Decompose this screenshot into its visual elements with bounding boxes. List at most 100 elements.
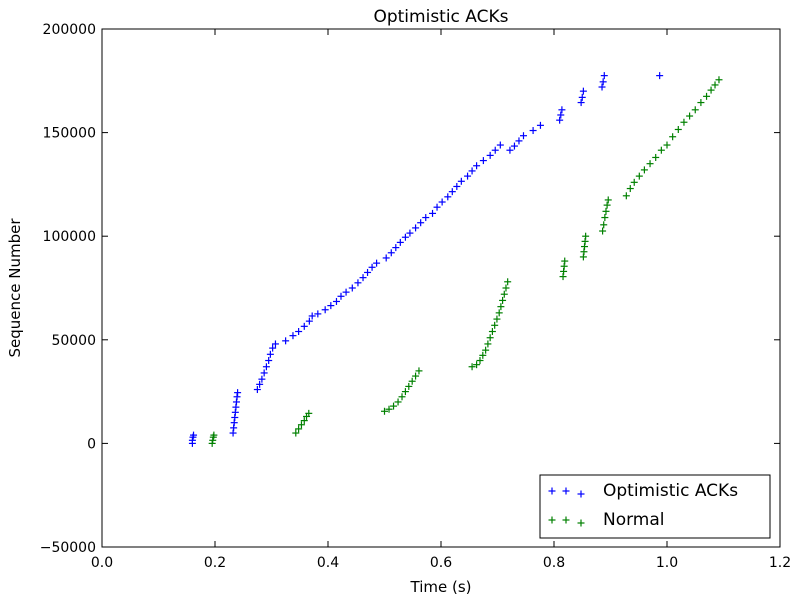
data-point	[234, 389, 242, 397]
data-point	[417, 219, 425, 227]
data-point	[557, 111, 565, 119]
data-point	[510, 142, 518, 150]
y-tick-label: −50000	[40, 540, 96, 556]
data-point	[444, 193, 452, 201]
data-point	[476, 357, 484, 365]
data-point	[473, 162, 481, 170]
data-point	[390, 402, 398, 410]
data-point	[368, 263, 376, 271]
data-point	[499, 296, 507, 304]
data-point	[497, 303, 505, 311]
data-point	[622, 192, 630, 200]
data-point	[305, 409, 313, 417]
data-point	[577, 99, 585, 107]
data-point	[392, 244, 400, 252]
data-point	[266, 350, 274, 358]
data-point	[496, 141, 504, 149]
data-point	[652, 153, 660, 161]
data-point	[558, 106, 566, 114]
x-tick-label: 0.2	[204, 555, 226, 571]
data-point	[536, 121, 544, 129]
data-point	[258, 375, 266, 383]
data-point	[354, 279, 362, 287]
data-point	[292, 429, 300, 437]
data-point	[337, 292, 345, 300]
data-point	[473, 361, 481, 369]
data-point	[519, 132, 527, 140]
data-point	[600, 221, 608, 229]
data-point	[448, 188, 456, 196]
data-point	[529, 127, 537, 135]
data-point	[265, 357, 273, 365]
data-point	[289, 332, 297, 340]
data-point	[438, 198, 446, 206]
data-point	[486, 334, 494, 342]
y-tick-label: 150000	[43, 126, 96, 142]
data-point	[635, 172, 643, 180]
legend-marker-point	[577, 490, 585, 498]
data-point	[468, 363, 476, 371]
data-point	[468, 167, 476, 175]
data-point	[502, 284, 510, 292]
data-point	[373, 259, 381, 267]
data-point	[429, 209, 437, 217]
data-point	[626, 185, 634, 193]
data-point	[604, 196, 612, 204]
data-point	[262, 363, 270, 371]
x-axis-ticks: 0.0 0.2 0.4 0.6 0.8 1.0 1.2	[91, 29, 791, 571]
data-point	[305, 317, 313, 325]
data-point	[453, 182, 461, 190]
data-point	[486, 151, 494, 159]
series-optimistic-acks	[188, 72, 664, 447]
y-tick-label: 200000	[43, 22, 96, 38]
chart-title: Optimistic ACKs	[373, 7, 508, 27]
data-point	[398, 393, 406, 401]
legend-marker-point	[548, 516, 556, 524]
x-tick-label: 0.4	[317, 555, 339, 571]
legend-marker-point	[562, 487, 570, 495]
data-point	[484, 340, 492, 348]
legend-marker-normal	[548, 516, 585, 527]
data-point	[314, 310, 322, 318]
data-point	[364, 268, 372, 276]
data-point	[412, 224, 420, 232]
data-point	[321, 306, 329, 314]
y-tick-label: 100000	[43, 229, 96, 245]
data-point	[422, 214, 430, 222]
data-point	[715, 76, 723, 84]
data-point	[387, 249, 395, 257]
data-point	[300, 417, 308, 425]
data-point	[297, 421, 305, 429]
data-points	[188, 72, 723, 447]
x-tick-label: 0.0	[91, 555, 113, 571]
data-point	[382, 254, 390, 262]
data-point	[630, 178, 638, 186]
data-point	[408, 377, 416, 385]
data-point	[579, 87, 587, 95]
data-point	[603, 201, 611, 209]
data-point	[271, 340, 279, 348]
plot-area	[101, 28, 781, 548]
data-point	[412, 372, 420, 380]
x-tick-label: 1.0	[656, 555, 678, 571]
legend: Optimistic ACKs Normal	[539, 474, 771, 539]
data-point	[308, 312, 316, 320]
x-tick-label: 0.8	[543, 555, 565, 571]
legend-box	[539, 474, 771, 539]
data-point	[348, 284, 356, 292]
legend-marker-point	[548, 487, 556, 495]
data-point	[515, 137, 523, 145]
data-point	[703, 92, 711, 100]
data-point	[479, 351, 487, 359]
data-point	[415, 367, 423, 375]
data-point	[253, 386, 261, 394]
data-point	[686, 112, 694, 120]
data-point	[405, 382, 413, 390]
y-tick-label: 50000	[51, 333, 96, 349]
data-point	[359, 274, 367, 282]
data-point	[342, 288, 350, 296]
data-point	[332, 297, 340, 305]
data-point	[295, 328, 303, 336]
data-point	[210, 431, 218, 439]
